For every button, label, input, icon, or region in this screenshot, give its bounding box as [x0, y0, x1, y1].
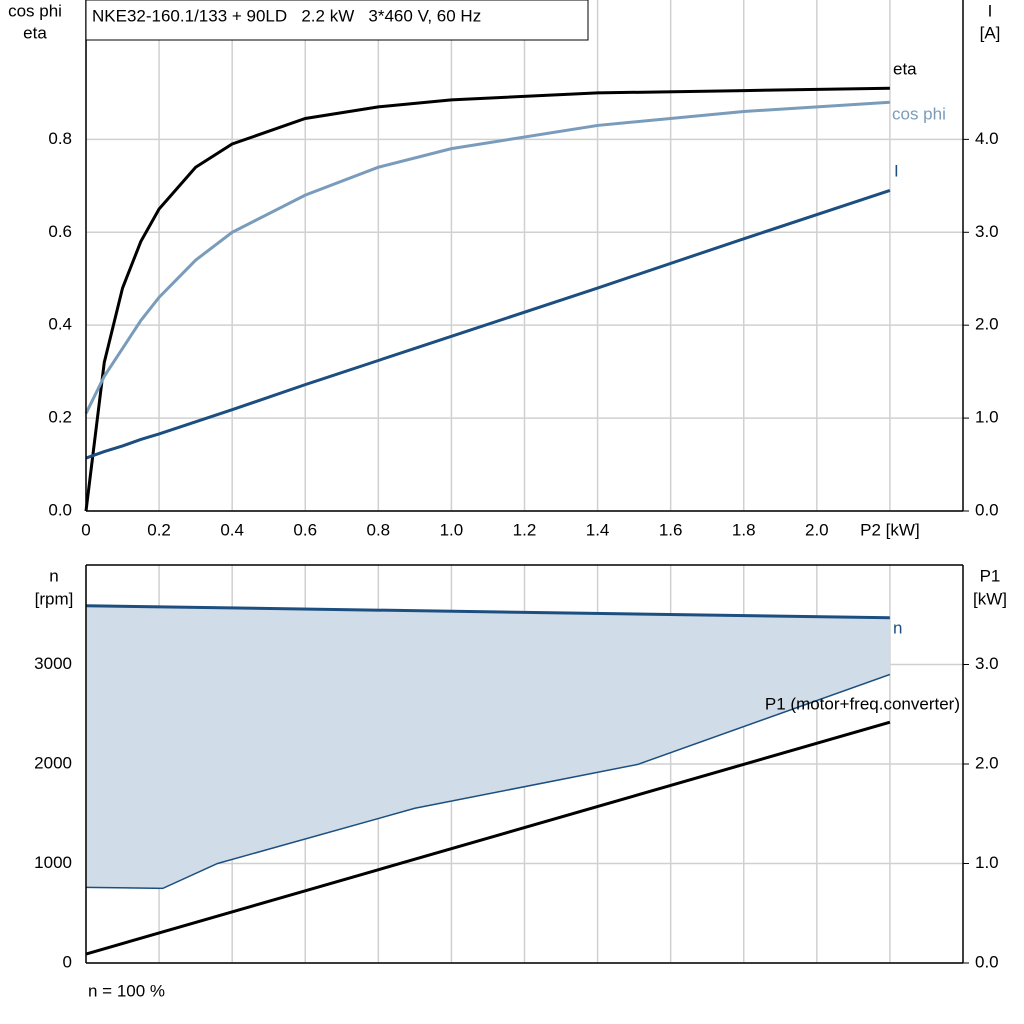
- x-tick-label: 0: [81, 520, 90, 539]
- y-tick-label: 3000: [34, 654, 72, 673]
- x-tick-label: 0.6: [293, 520, 317, 539]
- series-label: cos phi: [892, 104, 946, 123]
- x-tick-label: 1.8: [732, 520, 756, 539]
- y-tick-label: 0: [63, 952, 72, 971]
- y-tick-label: 0.0: [48, 500, 72, 519]
- y-tick-label: 0.6: [48, 222, 72, 241]
- y2-tick-label: 1.0: [975, 408, 999, 427]
- y2-tick-label: 3.0: [975, 654, 999, 673]
- series-label: P1 (motor+freq.converter): [765, 694, 960, 713]
- chart-title: NKE32-160.1/133 + 90LD 2.2 kW 3*460 V, 6…: [92, 6, 481, 25]
- x-tick-label: 1.2: [513, 520, 537, 539]
- y-tick-label: 0.4: [48, 315, 72, 334]
- range-fill: [86, 605, 890, 889]
- y-tick-label: 1000: [34, 853, 72, 872]
- title-box: [85, 0, 589, 41]
- series-line: [84, 86, 890, 512]
- y-axis-label: cos phi: [8, 1, 62, 20]
- y2-tick-label: 0.0: [975, 500, 999, 519]
- series-line: [85, 604, 890, 620]
- x-tick-label: 0.8: [367, 520, 391, 539]
- x-tick-label: 2.0: [805, 520, 829, 539]
- y2-tick-label: 0.0: [975, 952, 999, 971]
- y-tick-label: 2000: [34, 753, 72, 772]
- series-label: eta: [893, 59, 917, 78]
- y2-tick-label: 2.0: [975, 315, 999, 334]
- note: n = 100 %: [88, 981, 165, 1000]
- series-line: [85, 189, 891, 460]
- y-axis-label: eta: [23, 23, 47, 42]
- y2-axis-label: [kW]: [973, 589, 1007, 608]
- series-line: [84, 100, 891, 415]
- y-axis-label: [rpm]: [35, 589, 74, 608]
- series-label: I: [894, 161, 899, 180]
- series-line: [85, 720, 891, 956]
- y-tick-label: 0.2: [48, 408, 72, 427]
- y-tick-label: 0.8: [48, 129, 72, 148]
- x-tick-label: 1.4: [586, 520, 610, 539]
- series-label: n: [893, 618, 902, 637]
- y2-axis-label: P1: [980, 566, 1001, 585]
- x-tick-label: 1.0: [440, 520, 464, 539]
- y2-tick-label: 3.0: [975, 222, 999, 241]
- y2-axis-label: I: [988, 1, 993, 20]
- y2-tick-label: 1.0: [975, 853, 999, 872]
- y2-tick-label: 4.0: [975, 129, 999, 148]
- series-line: [85, 673, 891, 890]
- x-tick-label: 0.4: [220, 520, 244, 539]
- x-tick-label: 1.6: [659, 520, 683, 539]
- y2-tick-label: 2.0: [975, 753, 999, 772]
- y2-axis-label: [A]: [980, 23, 1001, 42]
- x-tick-label: 0.2: [147, 520, 171, 539]
- x-tick-label: P2 [kW]: [860, 520, 920, 539]
- y-axis-label: n: [49, 566, 58, 585]
